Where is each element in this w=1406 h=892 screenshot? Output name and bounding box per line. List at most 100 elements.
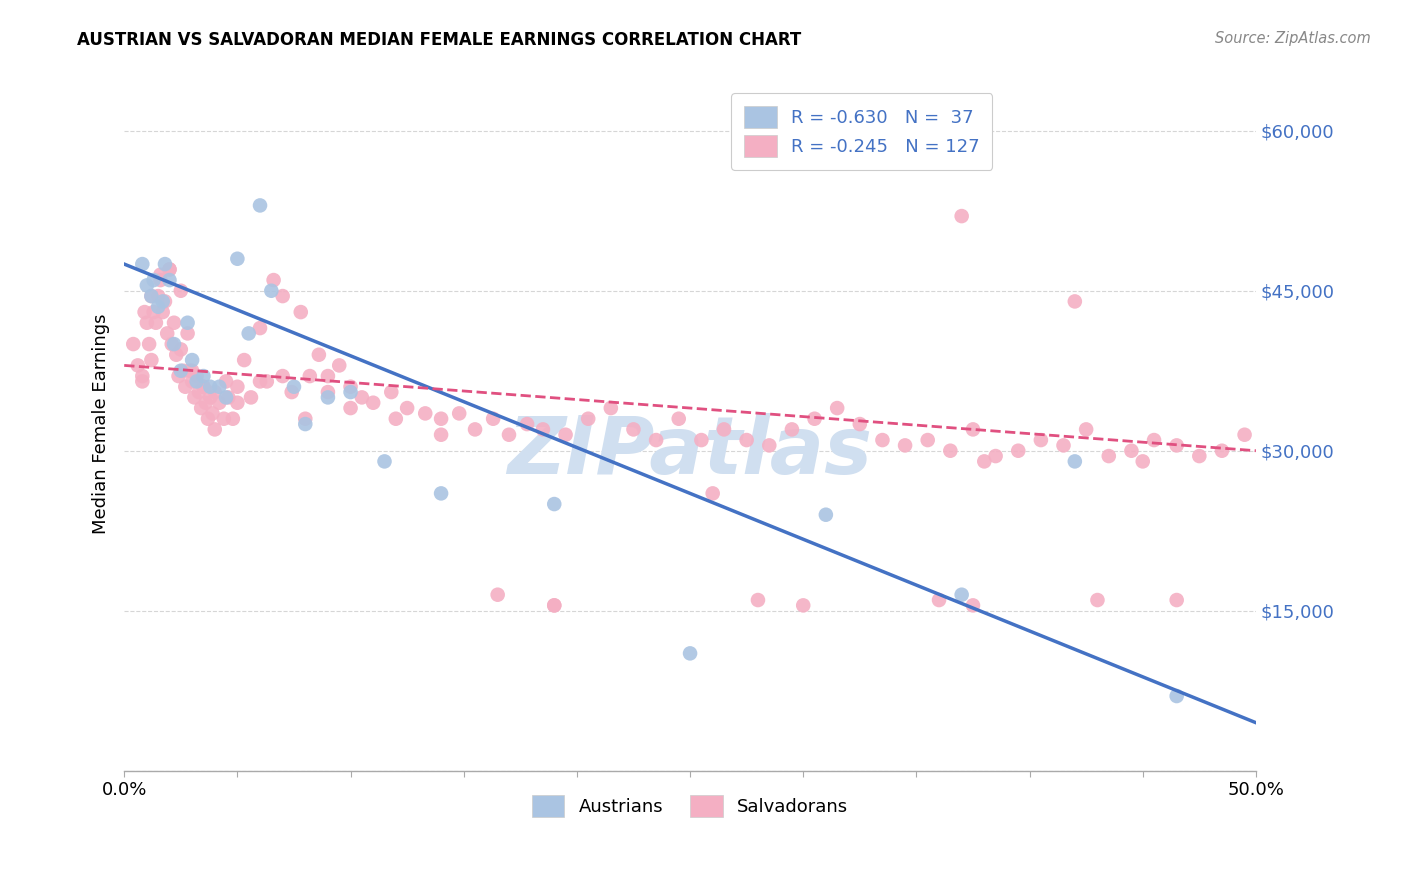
Point [825,401,848,415]
Point [260,284,283,298]
Point [153,294,176,309]
Point [803,411,825,425]
Point [200,380,222,394]
Point [141,353,163,368]
Point [238,326,260,341]
Point [1063,294,1085,309]
Point [146,300,169,314]
Point [1166,689,1188,703]
Point [160,337,183,351]
Point [1029,433,1052,447]
Point [174,380,197,394]
Point [193,380,215,394]
Point [283,380,305,394]
Point [339,401,361,415]
Point [554,427,576,442]
Point [179,364,201,378]
Point [599,401,621,415]
Point [163,337,186,351]
Point [142,305,165,319]
Point [464,422,486,436]
Point [482,411,505,425]
Point [152,305,174,319]
Point [623,422,645,436]
Point [181,364,204,378]
Text: ZIPatlas: ZIPatlas [508,413,873,491]
Point [668,411,690,425]
Point [280,385,302,400]
Point [449,406,471,420]
Point [1087,593,1109,607]
Point [294,411,316,425]
Point [170,343,193,357]
Text: AUSTRIAN VS SALVADORAN MEDIAN FEMALE EARNINGS CORRELATION CHART: AUSTRIAN VS SALVADORAN MEDIAN FEMALE EAR… [77,31,801,49]
Point [271,369,294,384]
Point [430,411,453,425]
Point [735,433,758,447]
Point [226,380,249,394]
Point [135,316,157,330]
Point [167,369,190,384]
Point [814,508,837,522]
Point [156,326,179,341]
Point [645,433,668,447]
Point [141,289,163,303]
Point [576,411,599,425]
Point [1143,433,1166,447]
Point [181,353,204,368]
Point [294,417,316,431]
Point [176,316,198,330]
Point [339,380,361,394]
Point [516,417,538,431]
Point [917,433,939,447]
Point [201,406,224,420]
Point [239,391,262,405]
Point [747,593,769,607]
Point [271,289,294,303]
Point [131,369,153,384]
Point [872,433,894,447]
Point [849,417,872,431]
Point [263,273,285,287]
Point [939,443,962,458]
Point [176,326,198,341]
Point [149,273,172,287]
Point [430,486,453,500]
Point [146,289,169,303]
Point [1098,449,1121,463]
Point [159,262,181,277]
Point [190,401,212,415]
Point [690,433,713,447]
Point [194,395,217,409]
Y-axis label: Median Female Earnings: Median Female Earnings [93,314,110,534]
Point [193,380,215,394]
Point [1233,427,1256,442]
Point [308,348,330,362]
Point [249,375,271,389]
Point [702,486,724,500]
Point [316,369,339,384]
Point [215,375,238,389]
Point [135,278,157,293]
Point [894,438,917,452]
Point [1211,443,1233,458]
Legend: Austrians, Salvadorans: Austrians, Salvadorans [524,788,856,824]
Point [973,454,995,468]
Point [233,353,256,368]
Point [153,257,176,271]
Point [350,391,373,405]
Point [339,385,361,400]
Point [713,422,735,436]
Point [962,422,984,436]
Point [543,599,565,613]
Point [222,411,245,425]
Point [1007,443,1029,458]
Point [226,395,249,409]
Point [172,364,194,378]
Point [361,395,384,409]
Point [138,337,160,351]
Point [928,593,950,607]
Point [226,252,249,266]
Point [498,427,520,442]
Point [1188,449,1211,463]
